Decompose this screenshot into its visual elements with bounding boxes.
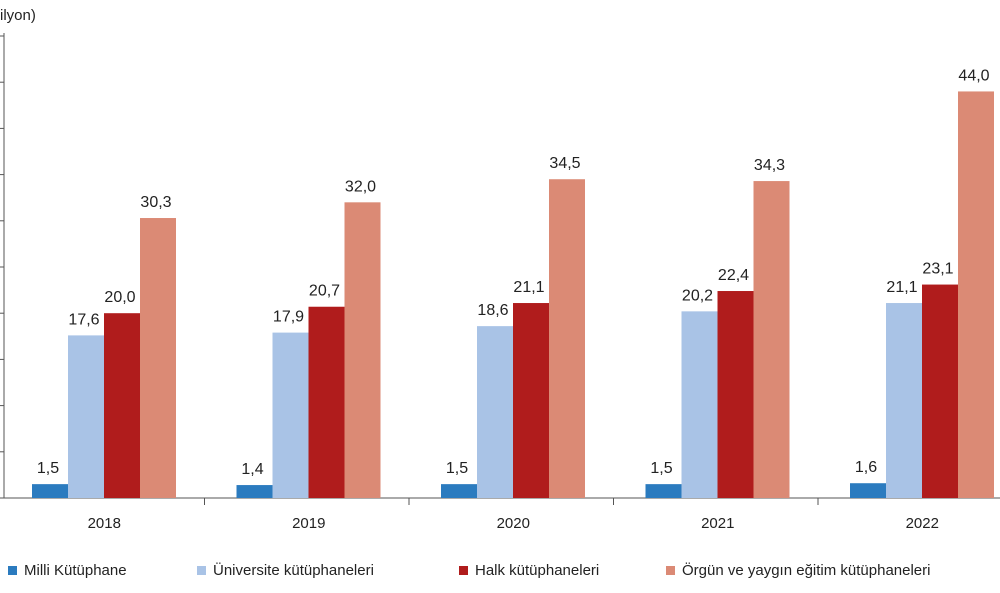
- bar-milli-kutuphane-2019: [236, 485, 273, 498]
- data-label-milli-kutuphane-2020: 1,5: [446, 460, 468, 477]
- legend-item-milli-kutuphane: Milli Kütüphane: [8, 562, 127, 579]
- legend-label-milli-kutuphane: Milli Kütüphane: [24, 562, 127, 579]
- data-label-milli-kutuphane-2021: 1,5: [650, 460, 672, 477]
- bar-universite-kutuphaneleri-2020: [477, 326, 513, 498]
- data-label-universite-kutuphaneleri-2021: 20,2: [682, 287, 713, 304]
- bar-orgun-ve-yaygin-egitim-kutuphaneleri-2018: [140, 218, 176, 498]
- data-label-orgun-ve-yaygin-egitim-kutuphaneleri-2021: 34,3: [754, 157, 785, 174]
- data-label-orgun-ve-yaygin-egitim-kutuphaneleri-2018: 30,3: [140, 194, 171, 211]
- y-axis-unit-label: ilyon): [0, 7, 36, 24]
- legend-label-orgun-ve-yaygin-egitim-kutuphaneleri: Örgün ve yaygın eğitim kütüphaneleri: [682, 562, 931, 579]
- legend-label-universite-kutuphaneleri: Üniversite kütüphaneleri: [213, 562, 374, 579]
- legend-swatch-halk-kutuphaneleri: [459, 566, 468, 575]
- legend: Milli Kütüphane Üniversite kütüphaneleri…: [0, 562, 1000, 582]
- legend-swatch-universite-kutuphaneleri: [197, 566, 206, 575]
- x-tick-label-2018: 2018: [88, 515, 121, 532]
- data-label-milli-kutuphane-2019: 1,4: [241, 461, 263, 478]
- bar-orgun-ve-yaygin-egitim-kutuphaneleri-2021: [753, 181, 790, 498]
- bar-halk-kutuphaneleri-2019: [308, 306, 345, 498]
- bar-orgun-ve-yaygin-egitim-kutuphaneleri-2019: [344, 202, 381, 498]
- bar-halk-kutuphaneleri-2021: [717, 291, 754, 498]
- x-tick-label-2019: 2019: [292, 515, 325, 532]
- bar-halk-kutuphaneleri-2022: [922, 284, 958, 498]
- legend-label-halk-kutuphaneleri: Halk kütüphaneleri: [475, 562, 600, 579]
- data-label-universite-kutuphaneleri-2022: 21,1: [886, 279, 917, 296]
- data-label-orgun-ve-yaygin-egitim-kutuphaneleri-2022: 44,0: [958, 67, 989, 84]
- x-tick-label-2022: 2022: [906, 515, 939, 532]
- legend-item-universite-kutuphaneleri: Üniversite kütüphaneleri: [197, 562, 374, 579]
- x-tick-label-2020: 2020: [497, 515, 530, 532]
- bar-halk-kutuphaneleri-2020: [513, 303, 549, 498]
- bar-milli-kutuphane-2022: [850, 483, 886, 498]
- legend-swatch-milli-kutuphane: [8, 566, 17, 575]
- bar-orgun-ve-yaygin-egitim-kutuphaneleri-2020: [549, 179, 585, 498]
- x-tick-label-2021: 2021: [701, 515, 734, 532]
- bar-orgun-ve-yaygin-egitim-kutuphaneleri-2022: [958, 91, 994, 498]
- bar-universite-kutuphaneleri-2019: [272, 332, 309, 498]
- data-label-halk-kutuphaneleri-2022: 23,1: [922, 261, 953, 278]
- data-label-orgun-ve-yaygin-egitim-kutuphaneleri-2020: 34,5: [549, 155, 580, 172]
- legend-item-halk-kutuphaneleri: Halk kütüphaneleri: [459, 562, 599, 579]
- data-label-orgun-ve-yaygin-egitim-kutuphaneleri-2019: 32,0: [345, 178, 376, 195]
- bar-universite-kutuphaneleri-2018: [68, 335, 104, 498]
- data-label-milli-kutuphane-2018: 1,5: [37, 460, 59, 477]
- data-label-universite-kutuphaneleri-2018: 17,6: [68, 311, 99, 328]
- data-label-halk-kutuphaneleri-2019: 20,7: [309, 283, 340, 300]
- data-label-universite-kutuphaneleri-2020: 18,6: [477, 302, 508, 319]
- bar-halk-kutuphaneleri-2018: [104, 313, 140, 498]
- legend-item-orgun-ve-yaygin-egitim-kutuphaneleri: Örgün ve yaygın eğitim kütüphaneleri: [666, 562, 930, 579]
- bar-milli-kutuphane-2020: [441, 484, 477, 498]
- data-label-halk-kutuphaneleri-2021: 22,4: [718, 267, 749, 284]
- data-label-milli-kutuphane-2022: 1,6: [855, 459, 877, 476]
- bar-universite-kutuphaneleri-2022: [886, 303, 922, 498]
- bar-milli-kutuphane-2018: [32, 484, 68, 498]
- data-label-halk-kutuphaneleri-2020: 21,1: [513, 279, 544, 296]
- data-label-universite-kutuphaneleri-2019: 17,9: [273, 309, 304, 326]
- bar-milli-kutuphane-2021: [645, 484, 682, 498]
- bar-universite-kutuphaneleri-2021: [681, 311, 718, 498]
- legend-swatch-orgun-ve-yaygin-egitim-kutuphaneleri: [666, 566, 675, 575]
- data-label-halk-kutuphaneleri-2018: 20,0: [104, 289, 135, 306]
